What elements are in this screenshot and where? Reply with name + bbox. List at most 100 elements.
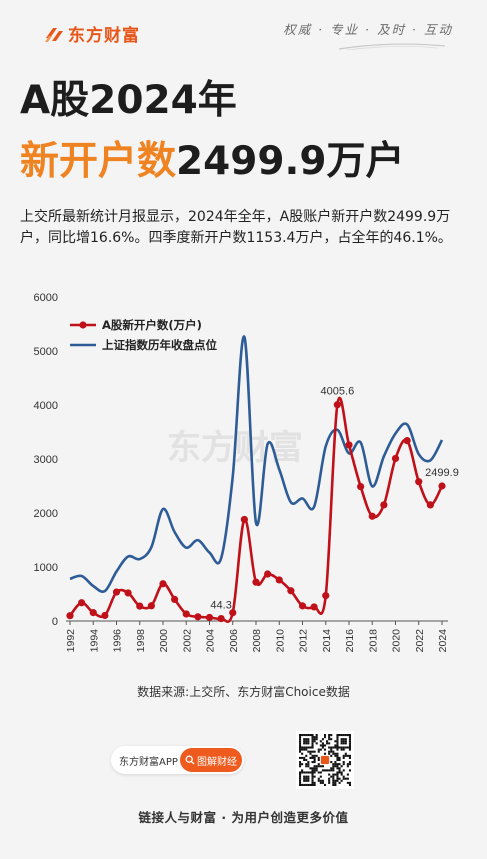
qr-module: [309, 750, 312, 753]
qr-module: [299, 783, 302, 786]
qr-module: [311, 769, 314, 772]
qr-module: [311, 750, 314, 753]
qr-module: [326, 740, 329, 743]
y-tick-label: 6000: [34, 292, 58, 304]
qr-module: [299, 779, 302, 782]
qr-module: [336, 758, 339, 762]
headline-line-1: A股2024年: [20, 78, 237, 123]
qr-module: [332, 773, 335, 776]
data-label: 2499.9: [425, 467, 459, 479]
qr-module: [330, 746, 333, 749]
data-point: [403, 437, 411, 445]
qr-module: [342, 763, 345, 766]
qr-module: [305, 740, 308, 743]
qr-module: [332, 750, 335, 753]
qr-module: [299, 736, 302, 739]
qr-module: [301, 783, 304, 786]
x-tick-label: 2000: [158, 629, 170, 653]
qr-module: [317, 763, 320, 766]
qr-module: [348, 761, 351, 764]
data-point: [124, 589, 132, 597]
qr-module: [334, 752, 337, 755]
qr-module: [321, 781, 324, 784]
data-point: [101, 611, 109, 620]
qr-module: [342, 756, 345, 759]
qr-module: [334, 763, 337, 766]
data-label: 4005.6: [321, 386, 355, 398]
x-tick-label: 2002: [181, 629, 193, 653]
qr-module: [321, 744, 324, 747]
qr-module: [299, 763, 302, 766]
header-bar: 东方财富 权威 · 专业 · 及时 · 互动: [0, 0, 487, 66]
qr-module: [336, 748, 339, 751]
qr-module: [348, 748, 351, 751]
qr-module: [307, 783, 310, 786]
qr-module: [332, 779, 335, 782]
x-tick-label: 2022: [414, 629, 426, 653]
qr-module: [305, 783, 308, 786]
qr-module: [336, 763, 339, 766]
qr-module: [319, 779, 322, 782]
qr-module: [311, 740, 314, 743]
qr-module: [307, 777, 310, 780]
qr-module: [317, 750, 320, 753]
qr-module: [348, 746, 351, 749]
app-download-pill[interactable]: 东方财富APP 图解财经: [111, 746, 244, 774]
qr-module: [303, 746, 306, 749]
brand-name: 东方财富: [68, 26, 140, 46]
qr-module: [348, 744, 351, 747]
qr-module: [311, 767, 314, 770]
data-point: [333, 401, 341, 409]
qr-module: [315, 738, 318, 741]
data-point: [415, 478, 423, 486]
qr-module: [311, 781, 314, 784]
qr-module: [317, 765, 320, 768]
qr-module: [303, 779, 306, 782]
qr-module: [332, 781, 335, 784]
qr-module: [336, 738, 339, 741]
qr-module: [309, 752, 312, 755]
data-point: [264, 570, 272, 578]
search-button[interactable]: 图解财经: [180, 748, 242, 772]
qr-module: [299, 740, 302, 743]
qr-module: [342, 734, 345, 737]
qr-module: [328, 742, 331, 745]
qr-module: [305, 765, 308, 768]
qr-module: [307, 761, 310, 764]
y-tick-label: 0: [52, 616, 58, 628]
qr-module: [305, 748, 308, 751]
data-point: [112, 588, 121, 596]
data-point: [391, 454, 400, 463]
qr-module: [311, 773, 314, 776]
qr-module: [332, 777, 335, 780]
qr-module: [340, 771, 343, 774]
qr-module: [340, 734, 343, 737]
qr-module: [309, 771, 312, 774]
qr-module: [342, 740, 345, 743]
qr-module: [309, 767, 312, 770]
data-point: [136, 602, 144, 610]
slogan-swoosh-decoration: [338, 43, 446, 51]
qr-module: [307, 738, 310, 741]
qr-module: [336, 752, 339, 755]
qr-module: [313, 736, 316, 739]
qr-module: [328, 736, 331, 739]
qr-module: [317, 779, 320, 782]
qr-module: [330, 748, 333, 751]
qr-module: [305, 775, 308, 778]
qr-module: [299, 777, 302, 780]
x-tick-label: 1994: [88, 629, 100, 653]
x-tick-label: 2020: [391, 629, 403, 653]
qr-module: [338, 771, 341, 774]
qr-module: [338, 756, 341, 759]
qr-module: [317, 756, 320, 759]
qr-module: [336, 756, 339, 759]
data-point: [298, 602, 307, 610]
x-tick-label: 2008: [251, 629, 263, 653]
qr-module: [330, 734, 333, 737]
qr-module: [307, 746, 310, 749]
qr-module: [307, 740, 310, 743]
qr-code[interactable]: [296, 731, 354, 789]
qr-module: [313, 781, 316, 784]
legend-label: A股新开户数(万户): [102, 318, 202, 332]
